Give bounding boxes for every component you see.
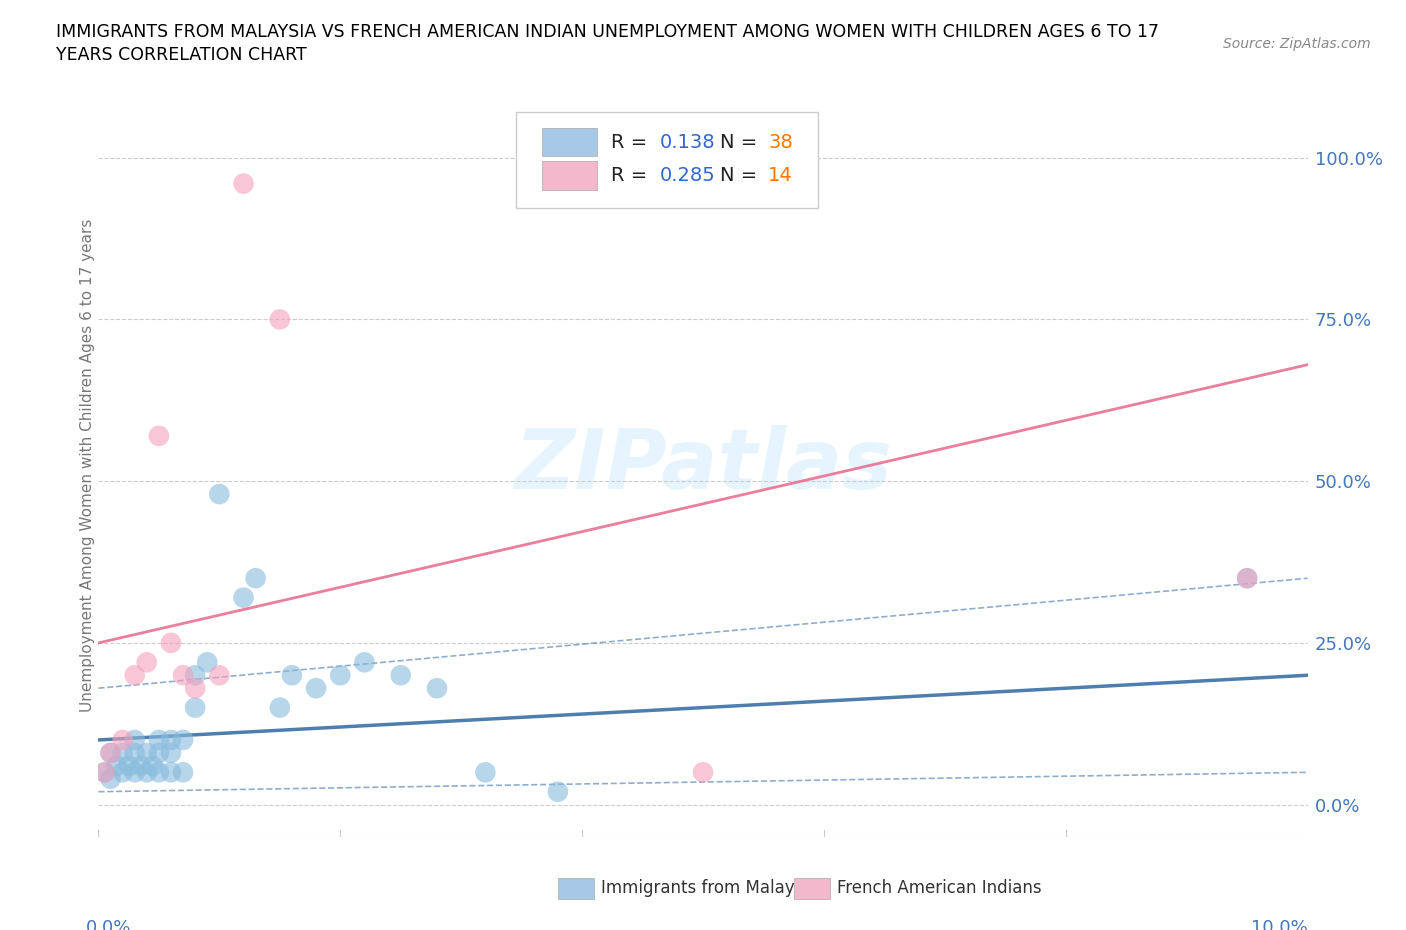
Point (329, 668, 352, 683)
Text: N =: N = (720, 166, 763, 185)
FancyBboxPatch shape (793, 878, 830, 898)
Point (184, 668, 207, 683)
Point (232, 176, 254, 191)
Point (100, 746, 122, 761)
Point (135, 746, 157, 761)
Point (232, 591, 254, 605)
Point (124, 733, 146, 748)
Point (208, 486, 231, 501)
FancyBboxPatch shape (558, 878, 595, 898)
Point (184, 700, 207, 715)
Point (111, 746, 134, 761)
Point (547, 784, 569, 799)
Text: 0.138: 0.138 (659, 133, 716, 152)
Point (474, 764, 496, 779)
Text: 0.0%: 0.0% (86, 919, 132, 930)
Text: ZIPatlas: ZIPatlas (515, 424, 891, 506)
Point (118, 758, 141, 773)
Point (160, 733, 183, 748)
Point (129, 758, 152, 773)
Point (389, 668, 412, 683)
Point (245, 571, 267, 586)
FancyBboxPatch shape (543, 128, 596, 156)
Text: 38: 38 (768, 133, 793, 152)
FancyBboxPatch shape (516, 112, 818, 208)
Point (172, 733, 194, 748)
Point (135, 764, 157, 779)
Text: Immigrants from Malaysia: Immigrants from Malaysia (602, 880, 818, 897)
Point (269, 312, 291, 326)
Point (148, 764, 170, 779)
Point (692, 764, 714, 779)
Text: R =: R = (612, 166, 654, 185)
Point (172, 668, 194, 683)
Point (305, 681, 328, 696)
Text: YEARS CORRELATION CHART: YEARS CORRELATION CHART (56, 46, 307, 64)
Point (195, 655, 218, 670)
Point (148, 429, 170, 444)
FancyBboxPatch shape (543, 162, 596, 190)
Point (111, 733, 134, 748)
Point (208, 668, 231, 683)
Point (142, 758, 165, 773)
Point (160, 746, 183, 761)
Point (184, 681, 207, 696)
Point (93, 764, 115, 779)
Y-axis label: Unemployment Among Women with Children Ages 6 to 17 years: Unemployment Among Women with Children A… (80, 219, 94, 711)
Point (124, 668, 146, 683)
Point (160, 635, 183, 650)
Point (1236, 571, 1258, 586)
Point (148, 746, 170, 761)
Point (135, 655, 157, 670)
Text: R =: R = (612, 133, 654, 152)
Point (353, 655, 375, 670)
Text: 14: 14 (768, 166, 793, 185)
Point (124, 746, 146, 761)
Text: French American Indians: French American Indians (837, 880, 1042, 897)
Point (172, 764, 194, 779)
Point (100, 771, 122, 786)
Point (1236, 571, 1258, 586)
Text: 10.0%: 10.0% (1251, 919, 1308, 930)
Point (160, 764, 183, 779)
Text: IMMIGRANTS FROM MALAYSIA VS FRENCH AMERICAN INDIAN UNEMPLOYMENT AMONG WOMEN WITH: IMMIGRANTS FROM MALAYSIA VS FRENCH AMERI… (56, 23, 1159, 41)
Point (281, 668, 304, 683)
Point (105, 758, 128, 773)
Text: 0.285: 0.285 (659, 166, 716, 185)
Point (148, 733, 170, 748)
Point (111, 764, 134, 779)
Point (269, 700, 291, 715)
Point (124, 764, 146, 779)
Point (100, 746, 122, 761)
Text: N =: N = (720, 133, 763, 152)
Point (93, 764, 115, 779)
Text: Source: ZipAtlas.com: Source: ZipAtlas.com (1223, 37, 1371, 51)
Point (426, 681, 449, 696)
